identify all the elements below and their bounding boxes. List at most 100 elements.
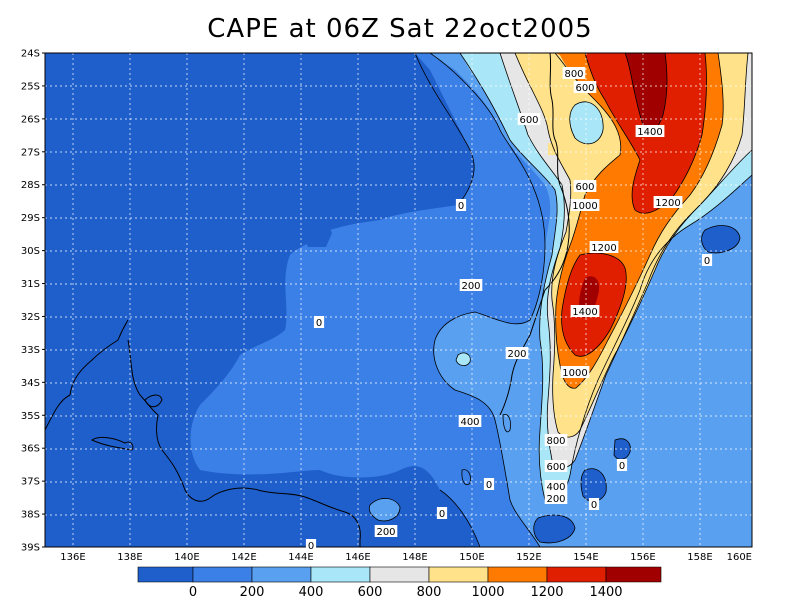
contour-label: 1400: [637, 127, 662, 138]
longitude-tick-label: 140E: [174, 552, 199, 563]
contour-label: 0: [591, 500, 597, 511]
contour-label: 0: [316, 318, 322, 329]
map-title: CAPE at 06Z Sat 22oct2005: [207, 14, 593, 44]
contour-label-bg: [305, 539, 317, 551]
grid-lines: [45, 53, 752, 547]
colorbar: 0 200 400 600 800 1000 1200 1400: [137, 566, 662, 600]
cape-level-8-region: [625, 53, 668, 131]
longitude-tick-label: 152E: [516, 552, 541, 563]
cape-level-0-region: [412, 120, 442, 146]
plot-frame: [44, 52, 753, 548]
contour-label: 0: [308, 541, 314, 552]
cape-level-0-region: [386, 120, 416, 146]
cape-level-0-region: [188, 320, 218, 348]
contour-label-bg: [560, 366, 590, 378]
longitude-axis: 136E 138E 140E 142E 144E 146E 148E 150E 152E 154E…: [60, 552, 752, 563]
contour-label: 1200: [655, 198, 680, 209]
contour-label: 600: [519, 115, 538, 126]
contour-label: 0: [704, 256, 710, 267]
longitude-tick-label: 148E: [402, 552, 427, 563]
colorbar-label: 800: [417, 585, 442, 600]
latitude-axis: 24S 25S 26S 27S 28S 29S 30S 31S 32S 33S 34S 35S 36S 3…: [21, 49, 45, 554]
contour-label-bg: [635, 125, 665, 137]
contour-label-bg: [616, 459, 628, 471]
latitude-tick-label: 28S: [21, 180, 40, 191]
contour-label: 1200: [591, 243, 616, 254]
contour-label-bg: [483, 478, 495, 490]
latitude-tick-label: 34S: [21, 378, 40, 389]
contour-label-bg: [570, 305, 600, 317]
longitude-tick-label: 136E: [60, 552, 85, 563]
contour-label: 800: [546, 436, 565, 447]
contour-label-bg: [544, 492, 568, 504]
contour-label-bg: [313, 316, 325, 328]
longitude-tick-label: 144E: [288, 552, 313, 563]
contour-label: 200: [546, 494, 565, 505]
longitude-tick-label: 146E: [345, 552, 370, 563]
cape-level-0-region: [580, 468, 607, 502]
longitude-tick-label: 156E: [630, 552, 655, 563]
contour-label-bg: [459, 279, 483, 291]
latitude-tick-label: 38S: [21, 510, 40, 521]
colorbar-label: 400: [299, 585, 324, 600]
contour-label: 200: [376, 527, 395, 538]
colorbar-label: 1400: [589, 585, 622, 600]
contour-label: 0: [439, 509, 445, 520]
coastline-detail: [499, 53, 570, 416]
contour-label: 600: [546, 462, 565, 473]
contour-label: 1000: [562, 368, 587, 379]
colorbar-label: 1000: [471, 585, 504, 600]
cape-level-3-region: [569, 101, 604, 144]
contour-label: 1000: [572, 201, 597, 212]
contour-label-bg: [455, 199, 467, 211]
latitude-tick-label: 39S: [21, 543, 40, 554]
contour-label: 200: [507, 349, 526, 360]
contour-label-bg: [573, 180, 597, 192]
coastline-detail: [144, 394, 163, 408]
colorbar-swatch: [369, 566, 430, 583]
latitude-tick-label: 31S: [21, 279, 40, 290]
latitude-tick-label: 36S: [21, 444, 40, 455]
cape-level-0-region: [614, 438, 631, 460]
contour-label-bg: [570, 199, 600, 211]
contour-label: 800: [564, 69, 583, 80]
colorbar-label: 1200: [530, 585, 563, 600]
cape-level-0-region: [157, 352, 187, 380]
contour-labels: 800 600 600 1400 600 1000 1200 0 1200 0 200 1400 0 20…: [305, 67, 713, 552]
colorbar-high-arrow: [605, 566, 662, 583]
cape-level-0-region: [701, 225, 740, 253]
contour-label-bg: [436, 507, 448, 519]
contour-label-bg: [458, 415, 482, 427]
contour-label: 0: [619, 461, 625, 472]
latitude-tick-label: 25S: [21, 81, 40, 92]
colorbar-swatch: [546, 566, 607, 583]
latitude-tick-label: 35S: [21, 411, 40, 422]
colorbar-label: 0: [189, 585, 197, 600]
contour-label: 400: [546, 482, 565, 493]
latitude-tick-label: 33S: [21, 345, 40, 356]
contour-label: 1400: [572, 307, 597, 318]
contour-label-bg: [589, 241, 619, 253]
contour-label-bg: [653, 196, 683, 208]
contour-label-bg: [562, 67, 586, 79]
colorbar-swatch: [310, 566, 371, 583]
coastline-detail: [90, 436, 134, 451]
contour-label: 600: [575, 83, 594, 94]
colorbar-swatch: [192, 566, 253, 583]
contour-label-bg: [544, 434, 568, 446]
longitude-tick-label: 160E: [727, 552, 752, 563]
cape-level-0-region: [386, 93, 416, 117]
longitude-tick-label: 154E: [573, 552, 598, 563]
contour-label-bg: [544, 480, 568, 492]
latitude-tick-label: 30S: [21, 246, 40, 257]
contour-label: 200: [461, 281, 480, 292]
longitude-tick-label: 142E: [231, 552, 256, 563]
colorbar-label: 200: [240, 585, 265, 600]
contour-label-bg: [374, 525, 398, 537]
latitude-tick-label: 32S: [21, 312, 40, 323]
cape-field: [45, 53, 752, 547]
cape-level-0-region: [533, 515, 575, 543]
longitude-tick-label: 158E: [687, 552, 712, 563]
latitude-tick-label: 26S: [21, 114, 40, 125]
